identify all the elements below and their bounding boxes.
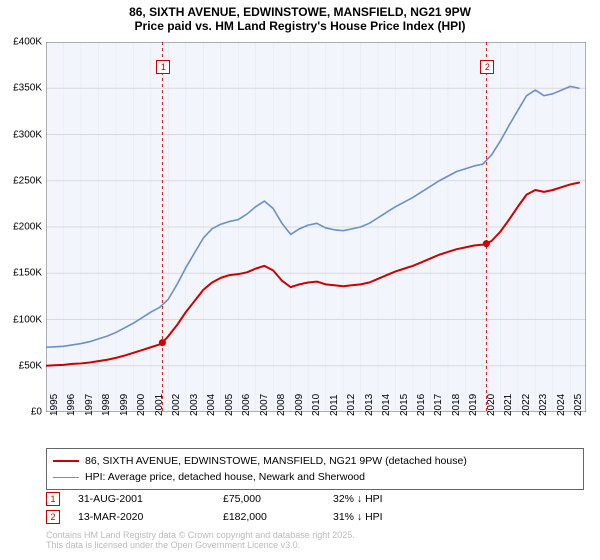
event-marker-icon: 1 <box>46 492 60 506</box>
legend-text: 86, SIXTH AVENUE, EDWINSTOWE, MANSFIELD,… <box>85 455 467 467</box>
x-tick-label: 2013 <box>364 394 375 416</box>
x-tick-label: 1995 <box>49 394 60 416</box>
y-tick-label: £50K <box>2 360 42 371</box>
x-tick-label: 2010 <box>311 394 322 416</box>
y-tick-label: £0 <box>2 407 42 418</box>
y-tick-label: £400K <box>2 37 42 48</box>
x-tick-label: 2017 <box>433 394 444 416</box>
x-tick-label: 2002 <box>171 394 182 416</box>
x-tick-label: 1999 <box>119 394 130 416</box>
event-diff: 31% ↓ HPI <box>333 511 383 523</box>
x-tick-label: 2023 <box>538 394 549 416</box>
attribution: Contains HM Land Registry data © Crown c… <box>46 530 355 551</box>
y-tick-label: £250K <box>2 175 42 186</box>
x-tick-label: 2020 <box>486 394 497 416</box>
event-row: 1 31-AUG-2001 £75,000 32% ↓ HPI <box>46 490 586 508</box>
x-tick-label: 1998 <box>101 394 112 416</box>
x-tick-label: 2014 <box>381 394 392 416</box>
x-tick-label: 1997 <box>84 394 95 416</box>
y-tick-label: £150K <box>2 268 42 279</box>
legend-text: HPI: Average price, detached house, Newa… <box>85 471 365 483</box>
x-tick-label: 2011 <box>329 394 340 416</box>
legend-row: 86, SIXTH AVENUE, EDWINSTOWE, MANSFIELD,… <box>53 453 577 469</box>
x-tick-label: 2022 <box>521 394 532 416</box>
x-tick-label: 2007 <box>259 394 270 416</box>
x-tick-label: 2005 <box>224 394 235 416</box>
y-tick-label: £350K <box>2 83 42 94</box>
event-date: 13-MAR-2020 <box>78 511 223 523</box>
x-tick-label: 2009 <box>294 394 305 416</box>
x-tick-label: 2015 <box>399 394 410 416</box>
y-tick-label: £100K <box>2 314 42 325</box>
legend-swatch <box>53 460 79 462</box>
chart-container: 86, SIXTH AVENUE, EDWINSTOWE, MANSFIELD,… <box>0 0 600 560</box>
x-tick-label: 2024 <box>556 394 567 416</box>
x-tick-label: 2025 <box>573 394 584 416</box>
x-tick-label: 2008 <box>276 394 287 416</box>
x-tick-label: 2006 <box>241 394 252 416</box>
legend-swatch <box>53 477 79 478</box>
x-tick-label: 2003 <box>189 394 200 416</box>
x-tick-label: 2019 <box>468 394 479 416</box>
event-diff: 32% ↓ HPI <box>333 493 383 505</box>
x-tick-label: 2021 <box>503 394 514 416</box>
event-marker-icon: 2 <box>46 510 60 524</box>
event-section: 1 31-AUG-2001 £75,000 32% ↓ HPI 2 13-MAR… <box>46 490 586 526</box>
attribution-line: Contains HM Land Registry data © Crown c… <box>46 530 355 540</box>
title-line-1: 86, SIXTH AVENUE, EDWINSTOWE, MANSFIELD,… <box>0 0 600 20</box>
attribution-line: This data is licensed under the Open Gov… <box>46 540 355 550</box>
x-tick-label: 2001 <box>154 394 165 416</box>
y-tick-label: £200K <box>2 222 42 233</box>
legend-row: HPI: Average price, detached house, Newa… <box>53 469 577 485</box>
title-line-2: Price paid vs. HM Land Registry's House … <box>0 20 600 34</box>
chart-svg <box>46 42 586 412</box>
x-tick-label: 2018 <box>451 394 462 416</box>
x-tick-label: 2016 <box>416 394 427 416</box>
x-tick-label: 1996 <box>66 394 77 416</box>
event-date: 31-AUG-2001 <box>78 493 223 505</box>
x-tick-label: 2012 <box>346 394 357 416</box>
x-tick-label: 2004 <box>206 394 217 416</box>
plot-area: 12 <box>46 42 586 412</box>
event-row: 2 13-MAR-2020 £182,000 31% ↓ HPI <box>46 508 586 526</box>
event-price: £182,000 <box>223 511 333 523</box>
legend: 86, SIXTH AVENUE, EDWINSTOWE, MANSFIELD,… <box>46 448 584 490</box>
y-tick-label: £300K <box>2 129 42 140</box>
x-tick-label: 2000 <box>136 394 147 416</box>
event-price: £75,000 <box>223 493 333 505</box>
